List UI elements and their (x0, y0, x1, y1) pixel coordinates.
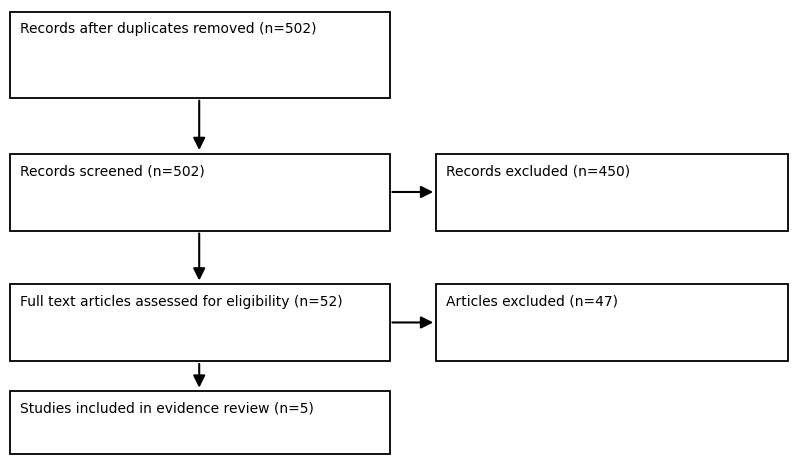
Text: Records after duplicates removed (n=502): Records after duplicates removed (n=502) (20, 22, 317, 36)
Text: Articles excluded (n=47): Articles excluded (n=47) (446, 295, 618, 308)
Bar (436, 284, 788, 361)
Bar (436, 154, 788, 231)
Text: Records screened (n=502): Records screened (n=502) (20, 164, 205, 178)
Bar (10, 154, 390, 231)
Text: Records excluded (n=450): Records excluded (n=450) (446, 164, 630, 178)
Text: Studies included in evidence review (n=5): Studies included in evidence review (n=5… (20, 402, 314, 416)
Bar (10, 391, 390, 454)
Text: Full text articles assessed for eligibility (n=52): Full text articles assessed for eligibil… (20, 295, 342, 308)
Bar (10, 284, 390, 361)
Bar (10, 12, 390, 98)
